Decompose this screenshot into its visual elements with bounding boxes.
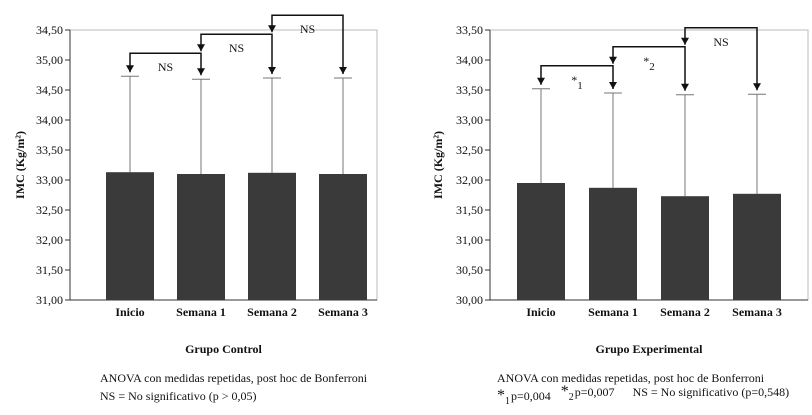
y-tick-label: 33,50 xyxy=(36,143,63,157)
bracket xyxy=(612,46,686,91)
bracket xyxy=(271,14,344,74)
annotation-symbol: * xyxy=(643,54,649,68)
annotation: *1 xyxy=(571,73,583,92)
sig-index: 2 xyxy=(569,392,574,403)
sig-index: 1 xyxy=(505,396,510,407)
y-tick-label: 34,50 xyxy=(36,23,63,37)
annotation: NS xyxy=(229,41,244,55)
arrowhead xyxy=(609,82,617,89)
x-tick-label: Semana 3 xyxy=(318,305,368,319)
bracket xyxy=(684,27,758,91)
y-tick-label: 34,00 xyxy=(456,53,483,67)
ns-note: NS = No significativo (p=0,548) xyxy=(633,385,790,399)
x-tick-label: Semana 1 xyxy=(588,305,638,319)
annotation-symbol: NS xyxy=(300,22,315,36)
arrowhead xyxy=(126,65,134,73)
annotation: *2 xyxy=(643,54,655,73)
bar xyxy=(733,193,781,300)
bracket xyxy=(200,33,273,74)
annotation: NS xyxy=(158,60,173,74)
y-tick-label: 31,50 xyxy=(36,263,63,277)
y-tick-label: 32,50 xyxy=(36,203,63,217)
y-tick-label: 34,50 xyxy=(36,83,63,97)
x-tick-label: Semana 3 xyxy=(732,305,782,319)
x-tick-label: Inicio xyxy=(115,305,144,319)
arrowhead xyxy=(681,83,689,91)
y-axis-label: IMC (Kg/m²) xyxy=(431,131,445,199)
y-tick-label: 30,00 xyxy=(456,293,483,307)
annotation-symbol: NS xyxy=(713,35,728,49)
y-tick-label: 31,00 xyxy=(36,293,63,307)
annotation-index: 2 xyxy=(649,61,655,73)
y-tick-label: 31,00 xyxy=(456,233,483,247)
y-axis-label: IMC (Kg/m²) xyxy=(13,131,27,199)
annotation-index: 1 xyxy=(577,80,583,92)
y-tick-label: 35,00 xyxy=(36,53,63,67)
y-tick-label: 33,50 xyxy=(456,83,483,97)
arrowhead xyxy=(681,37,689,45)
annotation-symbol: * xyxy=(571,73,577,87)
y-tick-label: 33,50 xyxy=(456,23,483,37)
arrowhead xyxy=(609,56,617,64)
x-tick-label: Semana 2 xyxy=(247,305,297,319)
bar xyxy=(517,183,565,300)
x-tick-label: Semana 2 xyxy=(660,305,710,319)
y-tick-label: 30,50 xyxy=(456,263,483,277)
y-tick-label: 32,50 xyxy=(456,143,483,157)
footnote: ANOVA con medidas repetidas, post hoc de… xyxy=(497,371,765,385)
bar xyxy=(661,196,709,300)
y-tick-label: 31,50 xyxy=(456,203,483,217)
sig-text: p=0,007 xyxy=(575,385,615,399)
chart-title: Grupo Experimental xyxy=(596,342,704,356)
arrowhead xyxy=(339,67,347,74)
bar xyxy=(319,174,367,300)
arrowhead xyxy=(197,68,205,76)
footnote: *1p=0,004 *2p=0,007 NS = No significativo … xyxy=(497,383,789,407)
x-tick-label: Semana 1 xyxy=(176,305,226,319)
y-tick-label: 33,00 xyxy=(36,173,63,187)
arrowhead xyxy=(537,77,545,85)
arrowhead xyxy=(753,83,761,91)
y-tick-label: 34,00 xyxy=(36,113,63,127)
bracket xyxy=(129,52,202,76)
bar xyxy=(589,187,637,300)
sig-text: p=0,004 xyxy=(511,389,551,403)
chart-title: Grupo Control xyxy=(185,342,262,356)
footnote: NS = No significativo (p > 0,05) xyxy=(100,389,257,403)
sig-symbol: * xyxy=(561,383,569,400)
arrowhead xyxy=(197,44,205,52)
bar xyxy=(248,172,296,300)
y-tick-label: 33,00 xyxy=(456,113,483,127)
arrowhead xyxy=(268,67,276,74)
bar xyxy=(177,174,225,300)
annotation: NS xyxy=(300,22,315,36)
arrowhead xyxy=(268,25,276,33)
y-tick-label: 32,00 xyxy=(36,233,63,247)
bar xyxy=(106,172,154,300)
annotation-symbol: NS xyxy=(158,60,173,74)
y-tick-label: 32,00 xyxy=(456,173,483,187)
sig-symbol: * xyxy=(497,387,505,404)
annotation: NS xyxy=(713,35,728,49)
x-tick-label: Inicio xyxy=(526,305,555,319)
annotation-symbol: NS xyxy=(229,41,244,55)
footnote: ANOVA con medidas repetidas, post hoc de… xyxy=(100,371,368,385)
bracket xyxy=(540,65,614,89)
